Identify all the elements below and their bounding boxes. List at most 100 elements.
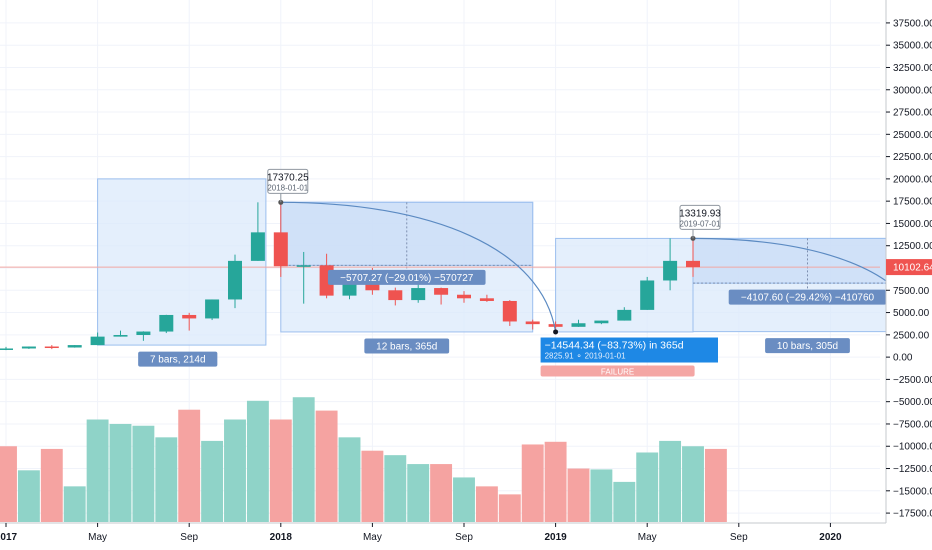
price-axis-label: 25000.00 [893, 130, 932, 141]
candle[interactable] [411, 281, 426, 303]
candle[interactable] [67, 345, 82, 348]
volume-bar [636, 452, 659, 522]
volume-bar [544, 441, 567, 522]
candle[interactable] [525, 319, 540, 330]
candle-body [44, 346, 59, 349]
volume-bar [132, 425, 155, 522]
range-label-text: 7 bars, 214d [150, 355, 206, 366]
candle[interactable] [0, 346, 13, 351]
volume-bar [40, 448, 63, 522]
price-axis-label: −5000.00 [893, 397, 932, 408]
candle[interactable] [136, 331, 151, 341]
range-label-text: 12 bars, 365d [376, 341, 437, 352]
candle[interactable] [44, 345, 59, 350]
price-axis-label: −10000.00 [893, 442, 932, 453]
candle-body [571, 323, 586, 327]
candle-body [182, 314, 197, 319]
candle[interactable] [640, 276, 655, 310]
price-axis-label: −15000.00 [893, 486, 932, 497]
time-axis-label: 2017 [0, 532, 18, 543]
price-callout-title: 13319.93 [679, 208, 721, 219]
volume-bars [0, 397, 727, 522]
candle-body [67, 345, 82, 348]
time-axis-label: May [363, 532, 382, 543]
candle[interactable] [296, 251, 311, 304]
time-axis-label: 2020 [819, 532, 842, 543]
candle[interactable] [617, 307, 632, 321]
price-axis-label: 0.00 [893, 353, 913, 364]
measure-label-bg [327, 269, 486, 285]
measure-label-text: −5707.27 (−29.01%) −570727 [340, 273, 474, 284]
price-axis-label: 27500.00 [893, 108, 932, 119]
volume-bar [269, 419, 292, 522]
price-axis-label: −17500.00 [893, 509, 932, 520]
time-axis[interactable]: 2017MaySep2018MaySep2019MaySep2020MaySep [0, 522, 932, 550]
time-axis-label: 2018 [270, 532, 293, 543]
volume-bar [178, 409, 201, 522]
candle[interactable] [273, 202, 288, 277]
price-axis-label: 2500.00 [893, 330, 930, 341]
candle[interactable] [90, 332, 105, 346]
range-label-bg [364, 338, 450, 354]
price-axis-label: 22500.00 [893, 152, 932, 163]
candle[interactable] [113, 330, 128, 337]
last-price-label: 10102.64 [886, 259, 932, 276]
candle-body [617, 309, 632, 321]
candle[interactable] [228, 254, 242, 309]
candle-body [250, 232, 265, 261]
candle-body [136, 331, 151, 336]
candle-body [525, 321, 540, 325]
price-axis-label: 12500.00 [893, 241, 932, 252]
candle-body [228, 260, 242, 300]
candle[interactable] [434, 287, 449, 305]
range-label-text: 10 bars, 305d [777, 341, 838, 352]
candle-body [686, 260, 700, 268]
candle[interactable] [205, 299, 220, 321]
time-axis-label: May [638, 532, 657, 543]
candle[interactable] [457, 291, 471, 303]
range-label: 12 bars, 365d [364, 338, 450, 354]
candle[interactable] [159, 314, 174, 334]
price-callout-date: 2018-01-01 [267, 183, 308, 192]
candle[interactable] [594, 320, 609, 325]
price-axis[interactable]: 37500.00 35000.00 32500.00 30000.00 27500.00… [885, 0, 932, 550]
candle-body [502, 300, 517, 322]
price-axis-label: −7500.00 [893, 419, 932, 430]
volume-bar [475, 486, 498, 522]
candle-body [0, 348, 13, 350]
price-axis-label: −12500.00 [893, 464, 932, 475]
candle[interactable] [182, 312, 197, 331]
volume-bar [590, 469, 613, 522]
candle-body [273, 232, 288, 267]
candle-body [21, 346, 36, 349]
candle[interactable] [21, 346, 36, 349]
candle[interactable] [571, 319, 586, 327]
time-axis-label: May [88, 532, 107, 543]
measure-label: −5707.27 (−29.01%) −570727 [327, 269, 486, 285]
last-price-label-bg [886, 259, 932, 276]
candle-body [159, 314, 174, 332]
price-callout-title: 17370.25 [267, 172, 309, 183]
candle[interactable] [686, 238, 700, 277]
candle[interactable] [388, 287, 403, 306]
price-callout-box [679, 204, 721, 230]
volume-bar [704, 448, 727, 522]
volume-bar [613, 481, 636, 522]
price-axis-label: 7500.00 [893, 286, 930, 297]
range-boxes[interactable] [97, 178, 923, 346]
volume-bar [0, 446, 17, 522]
candle-body [548, 324, 563, 327]
volume-bar [292, 397, 315, 522]
volume-bar [315, 410, 338, 522]
candle[interactable] [502, 300, 517, 326]
price-axis-label: 37500.00 [893, 18, 932, 29]
candle[interactable] [663, 238, 678, 291]
volume-bar [659, 440, 682, 522]
time-axis-label: Sep [730, 532, 748, 543]
volume-bar [338, 437, 361, 522]
candle[interactable] [479, 294, 494, 302]
price-callout-box [267, 168, 309, 194]
candle[interactable] [250, 202, 265, 261]
